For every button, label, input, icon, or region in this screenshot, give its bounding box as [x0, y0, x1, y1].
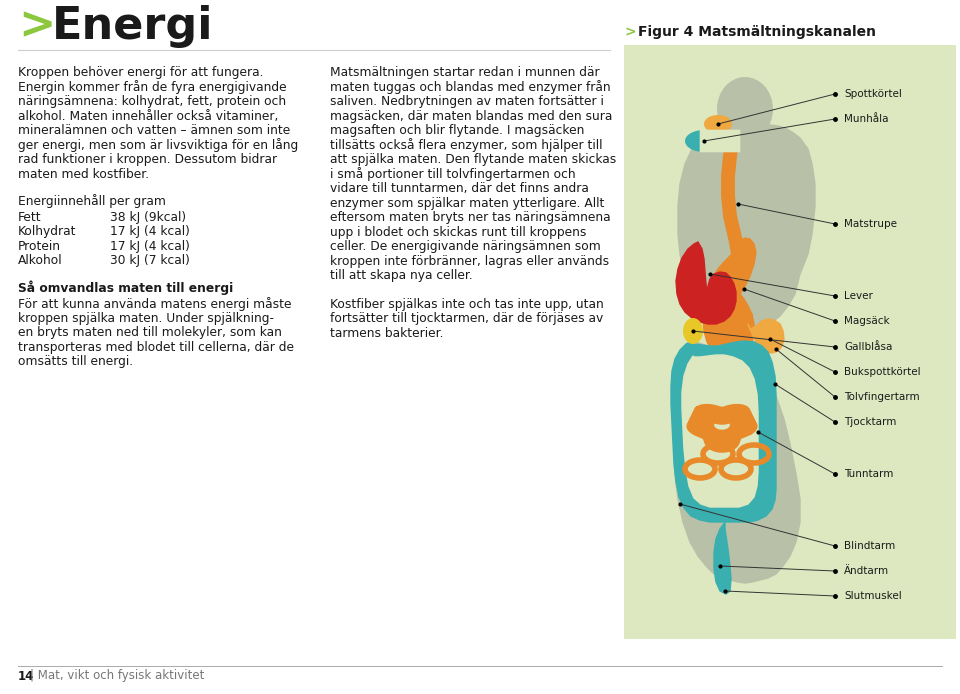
- Text: maten med kostfiber.: maten med kostfiber.: [18, 167, 149, 180]
- Text: Munhåla: Munhåla: [844, 114, 889, 124]
- Text: magsaften och blir flytande. I magsäcken: magsaften och blir flytande. I magsäcken: [330, 124, 585, 137]
- Polygon shape: [703, 238, 756, 359]
- Text: fortsätter till tjocktarmen, där de förjäses av: fortsätter till tjocktarmen, där de förj…: [330, 312, 603, 325]
- Text: Matsmältningen startar redan i munnen där: Matsmältningen startar redan i munnen dä…: [330, 66, 600, 79]
- Text: För att kunna använda matens energi måste: För att kunna använda matens energi måst…: [18, 297, 292, 311]
- Text: Lever: Lever: [844, 291, 873, 301]
- Polygon shape: [714, 522, 731, 594]
- Text: i små portioner till tolvfingertarmen och: i små portioner till tolvfingertarmen oc…: [330, 167, 576, 181]
- Text: maten tuggas och blandas med enzymer från: maten tuggas och blandas med enzymer frå…: [330, 81, 611, 94]
- Polygon shape: [678, 125, 815, 337]
- FancyBboxPatch shape: [700, 130, 740, 152]
- Polygon shape: [671, 341, 776, 522]
- Text: Tjocktarm: Tjocktarm: [844, 417, 897, 427]
- Text: celler. De energigivande näringsämnen som: celler. De energigivande näringsämnen so…: [330, 240, 601, 253]
- Text: kroppen inte förbränner, lagras eller används: kroppen inte förbränner, lagras eller an…: [330, 255, 610, 267]
- Text: Alkohol: Alkohol: [18, 254, 62, 267]
- Text: Matstrupe: Matstrupe: [844, 219, 897, 229]
- Text: eftersom maten bryts ner tas näringsämnena: eftersom maten bryts ner tas näringsämne…: [330, 211, 611, 224]
- Polygon shape: [676, 242, 736, 324]
- Text: Protein: Protein: [18, 239, 61, 253]
- Text: ger energi, men som är livsviktiga för en lång: ger energi, men som är livsviktiga för e…: [18, 139, 299, 153]
- Text: Fett: Fett: [18, 210, 41, 223]
- Text: Energiinnehåll per gram: Energiinnehåll per gram: [18, 194, 166, 208]
- Polygon shape: [748, 319, 784, 353]
- Text: >: >: [624, 25, 636, 39]
- Text: 30 kJ (7 kcal): 30 kJ (7 kcal): [110, 254, 190, 267]
- Text: 14: 14: [18, 670, 35, 682]
- Text: enzymer som spjälkar maten ytterligare. Allt: enzymer som spjälkar maten ytterligare. …: [330, 196, 605, 210]
- Text: Kostfiber spjälkas inte och tas inte upp, utan: Kostfiber spjälkas inte och tas inte upp…: [330, 298, 604, 310]
- Text: upp i blodet och skickas runt till kroppens: upp i blodet och skickas runt till kropp…: [330, 226, 587, 239]
- Text: magsäcken, där maten blandas med den sura: magsäcken, där maten blandas med den sur…: [330, 110, 612, 123]
- Text: Energin kommer från de fyra energigivande: Energin kommer från de fyra energigivand…: [18, 81, 287, 94]
- Ellipse shape: [704, 115, 732, 133]
- Text: näringsämnena: kolhydrat, fett, protein och: näringsämnena: kolhydrat, fett, protein …: [18, 95, 286, 108]
- Text: att spjälka maten. Den flytande maten skickas: att spjälka maten. Den flytande maten sk…: [330, 153, 616, 166]
- Ellipse shape: [685, 130, 723, 152]
- Text: omsätts till energi.: omsätts till energi.: [18, 355, 133, 368]
- Text: Kolhydrat: Kolhydrat: [18, 225, 77, 238]
- Text: rad funktioner i kroppen. Dessutom bidrar: rad funktioner i kroppen. Dessutom bidra…: [18, 153, 277, 166]
- Text: Magsäck: Magsäck: [844, 316, 890, 326]
- Polygon shape: [682, 355, 758, 507]
- Text: Så omvandlas maten till energi: Så omvandlas maten till energi: [18, 280, 233, 295]
- Text: 17 kJ (4 kcal): 17 kJ (4 kcal): [110, 225, 190, 238]
- Text: tillsätts också flera enzymer, som hjälper till: tillsätts också flera enzymer, som hjälp…: [330, 139, 603, 153]
- Text: | Mat, vikt och fysisk aktivitet: | Mat, vikt och fysisk aktivitet: [30, 670, 204, 682]
- Text: kroppen spjälka maten. Under spjälkning-: kroppen spjälka maten. Under spjälkning-: [18, 312, 274, 325]
- Text: Tolvfingertarm: Tolvfingertarm: [844, 392, 920, 402]
- Text: saliven. Nedbrytningen av maten fortsätter i: saliven. Nedbrytningen av maten fortsätt…: [330, 95, 604, 108]
- Ellipse shape: [683, 318, 703, 344]
- Text: en bryts maten ned till molekyler, som kan: en bryts maten ned till molekyler, som k…: [18, 326, 282, 339]
- Text: 17 kJ (4 kcal): 17 kJ (4 kcal): [110, 239, 190, 253]
- Text: >: >: [18, 4, 56, 47]
- Text: mineralämnen och vatten – ämnen som inte: mineralämnen och vatten – ämnen som inte: [18, 124, 290, 137]
- Text: Bukspottkörtel: Bukspottkörtel: [844, 367, 921, 377]
- Ellipse shape: [717, 77, 773, 141]
- Text: Gallblåsa: Gallblåsa: [844, 342, 893, 352]
- Text: till att skapa nya celler.: till att skapa nya celler.: [330, 269, 472, 282]
- Text: Blindtarm: Blindtarm: [844, 541, 896, 551]
- Text: Energi: Energi: [52, 4, 213, 47]
- Bar: [624, 45, 956, 639]
- Text: Kroppen behöver energi för att fungera.: Kroppen behöver energi för att fungera.: [18, 66, 263, 79]
- Text: Figur 4 Matsmältningskanalen: Figur 4 Matsmältningskanalen: [638, 25, 876, 39]
- Text: vidare till tunntarmen, där det finns andra: vidare till tunntarmen, där det finns an…: [330, 182, 588, 195]
- Text: 38 kJ (9kcal): 38 kJ (9kcal): [110, 210, 186, 223]
- Text: Slutmuskel: Slutmuskel: [844, 591, 901, 601]
- Text: alkohol. Maten innehåller också vitaminer,: alkohol. Maten innehåller också vitamine…: [18, 110, 278, 123]
- Text: Tunntarm: Tunntarm: [844, 469, 894, 479]
- Text: Spottkörtel: Spottkörtel: [844, 89, 901, 99]
- Polygon shape: [675, 334, 800, 583]
- Text: tarmens bakterier.: tarmens bakterier.: [330, 326, 444, 339]
- Text: transporteras med blodet till cellerna, där de: transporteras med blodet till cellerna, …: [18, 341, 294, 353]
- Text: Ändtarm: Ändtarm: [844, 566, 889, 576]
